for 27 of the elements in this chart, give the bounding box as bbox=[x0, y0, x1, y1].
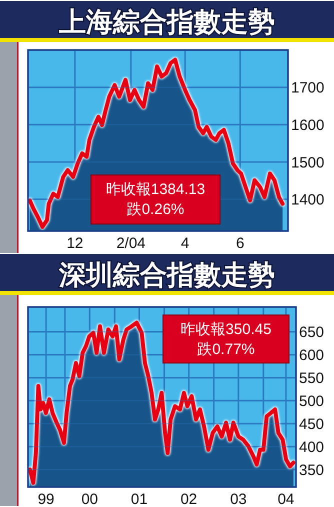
y-tick-label: 650 bbox=[299, 324, 324, 342]
annotation: 昨收報350.45 bbox=[180, 321, 272, 338]
chart-title: 上海綜合指數走勢 bbox=[58, 7, 275, 38]
x-tick-label: 01 bbox=[130, 491, 148, 507]
y-tick-label: 1600 bbox=[291, 117, 324, 134]
annotation: 昨收報1384.13 bbox=[106, 181, 206, 198]
x-tick-label: 12 bbox=[66, 235, 84, 252]
x-tick-label: 00 bbox=[81, 491, 98, 507]
y-tick-label: 500 bbox=[299, 393, 324, 410]
y-tick-label: 450 bbox=[299, 416, 324, 434]
x-tick-label: 02 bbox=[180, 491, 198, 507]
y-tick-label: 550 bbox=[299, 370, 324, 388]
x-tick-label: 4 bbox=[180, 235, 190, 252]
x-tick-label: 03 bbox=[230, 491, 247, 507]
annotation: 跌0.26% bbox=[126, 201, 184, 218]
x-tick-label: 99 bbox=[38, 491, 54, 507]
x-tick-label: 2/04 bbox=[116, 235, 146, 252]
y-tick-label: 1400 bbox=[291, 192, 324, 209]
y-tick-label: 1700 bbox=[291, 80, 324, 97]
y-tick-label: 400 bbox=[299, 438, 324, 456]
y-tick-label: 1500 bbox=[291, 154, 324, 172]
y-tick-label: 600 bbox=[299, 347, 324, 364]
x-tick-label: 6 bbox=[236, 235, 244, 252]
annotation: 跌0.77% bbox=[197, 341, 255, 358]
x-tick-label: 04 bbox=[278, 491, 294, 507]
y-tick-label: 350 bbox=[299, 462, 324, 479]
chart-title: 深圳綜合指數走勢 bbox=[58, 260, 275, 291]
